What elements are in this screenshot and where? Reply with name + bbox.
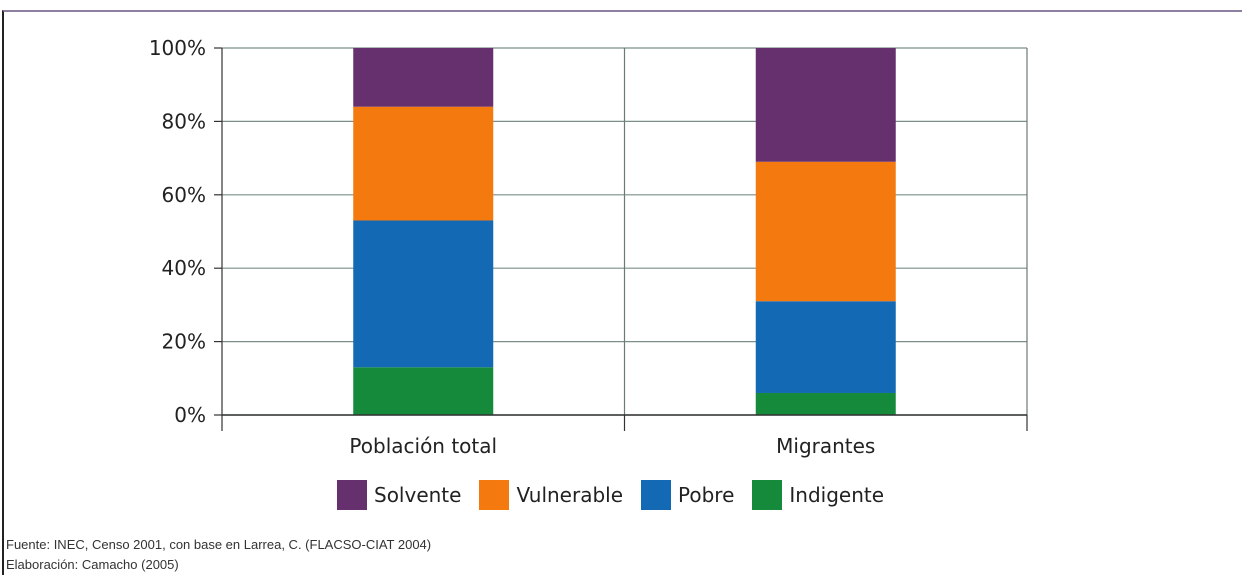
source-text: Fuente: INEC, Censo 2001, con base en La… [6, 537, 432, 552]
legend-swatch [337, 480, 367, 510]
credit-text: Elaboración: Camacho (2005) [6, 557, 179, 572]
y-tick-label: 80% [162, 109, 206, 133]
x-category-label: Población total [349, 434, 497, 458]
grid-lines [221, 47, 1028, 416]
legend: Solvente Vulnerable Pobre Indigente [337, 480, 902, 510]
bar-segment [353, 367, 494, 415]
legend-item: Solvente [337, 480, 461, 510]
legend-item: Pobre [641, 480, 734, 510]
bar-segment [755, 48, 896, 162]
y-tick-label: 60% [162, 183, 206, 207]
legend-swatch [752, 480, 783, 510]
legend-label: Indigente [789, 483, 885, 507]
y-tick-label: 20% [162, 330, 206, 354]
bar-segment [353, 48, 494, 107]
bar-segment [353, 220, 494, 368]
legend-label: Pobre [678, 483, 735, 507]
legend-label: Vulnerable [516, 483, 624, 507]
source-note: Fuente: INEC, Censo 2001, con base en La… [6, 535, 431, 575]
bars [353, 48, 896, 415]
y-tick-label: 100% [149, 36, 206, 60]
bar-segment [755, 392, 896, 415]
legend-swatch [479, 480, 510, 510]
legend-item: Indigente [752, 480, 884, 510]
x-category-label: Migrantes [776, 434, 875, 458]
legend-item: Vulnerable [479, 480, 623, 510]
legend-swatch [641, 480, 672, 510]
bar-segment [755, 301, 896, 393]
x-axis: Población total Migrantes [221, 414, 1028, 458]
y-tick-label: 40% [162, 256, 206, 280]
bar-segment [353, 106, 494, 221]
legend-label: Solvente [374, 483, 462, 507]
chart-frame [2, 10, 1242, 575]
y-axis: 0% 20% 40% 60% 80% 100% [149, 36, 222, 427]
bar-segment [755, 161, 896, 302]
y-tick-label: 0% [174, 403, 206, 427]
